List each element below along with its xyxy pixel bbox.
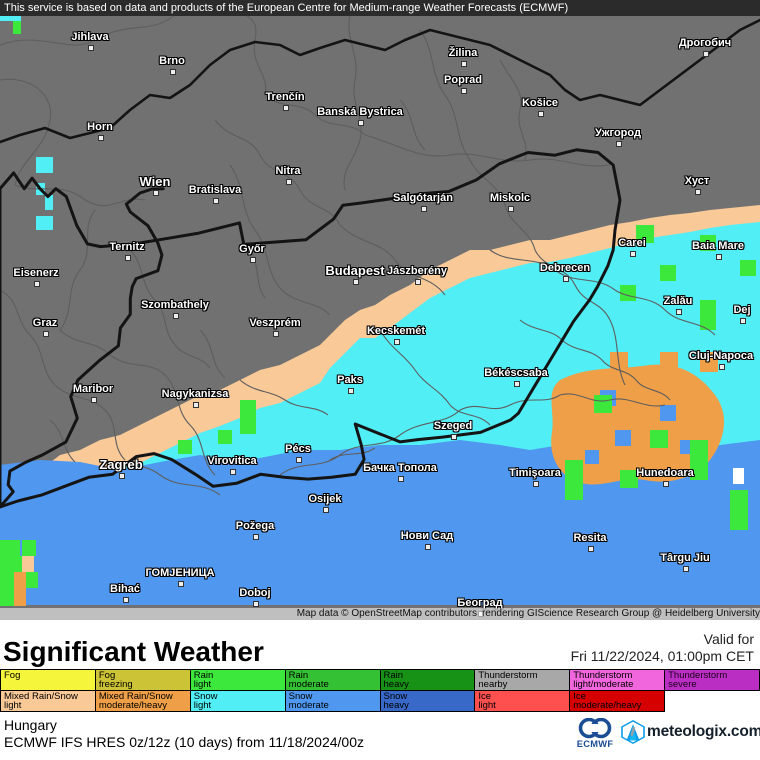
svg-text:ECMWF: ECMWF bbox=[577, 739, 613, 749]
